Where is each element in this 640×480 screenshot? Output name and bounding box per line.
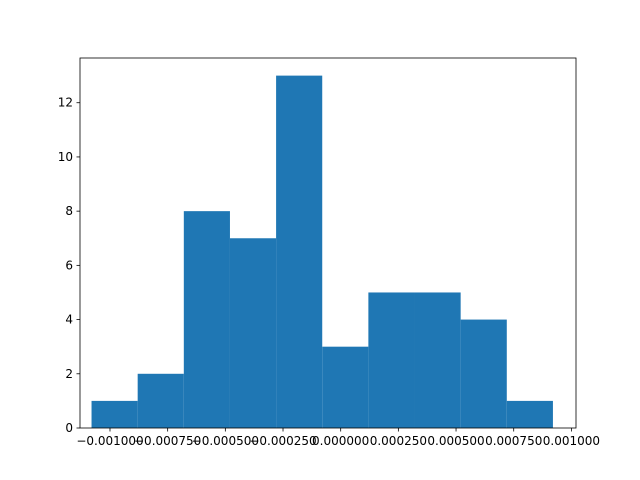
x-tick-label-8: 0.001000	[543, 434, 600, 448]
y-tick-label-5: 10	[58, 150, 73, 164]
histogram-bar-9	[506, 400, 553, 428]
x-tick-label-7: 0.000750	[485, 434, 542, 448]
y-tick-label-0: 0	[65, 421, 73, 435]
histogram-bar-2	[183, 211, 230, 428]
histogram-bar-6	[368, 292, 415, 428]
histogram-bar-5	[322, 346, 369, 428]
x-tick-label-5: 0.000250	[370, 434, 427, 448]
x-tick-label-6: 0.000500	[427, 434, 484, 448]
axes-frame	[79, 57, 577, 429]
y-axis-ticks: 0 2 4 6 8 10 12	[58, 96, 80, 435]
histogram-bar-8	[460, 319, 507, 428]
histogram-bar-3	[229, 238, 277, 428]
histogram-bar-0	[91, 400, 138, 428]
histogram-bar-7	[414, 292, 461, 428]
x-tick-label-3: −0.000250	[249, 434, 316, 448]
y-tick-label-4: 8	[65, 204, 73, 218]
x-tick-label-4: 0.000000	[312, 434, 369, 448]
x-tick-label-1: −0.000750	[134, 434, 201, 448]
x-tick-label-0: −0.001000	[76, 434, 143, 448]
y-tick-label-2: 4	[65, 313, 73, 327]
y-tick-label-6: 12	[58, 96, 73, 110]
x-tick-label-2: −0.000500	[192, 434, 259, 448]
bars-group	[91, 75, 553, 428]
histogram-bar-1	[137, 373, 184, 428]
y-tick-label-3: 6	[65, 258, 73, 272]
y-tick-label-1: 2	[65, 367, 73, 381]
histogram-bar-4	[276, 75, 323, 428]
x-axis-ticks: −0.001000−0.000750−0.000500−0.0002500.00…	[76, 428, 600, 448]
